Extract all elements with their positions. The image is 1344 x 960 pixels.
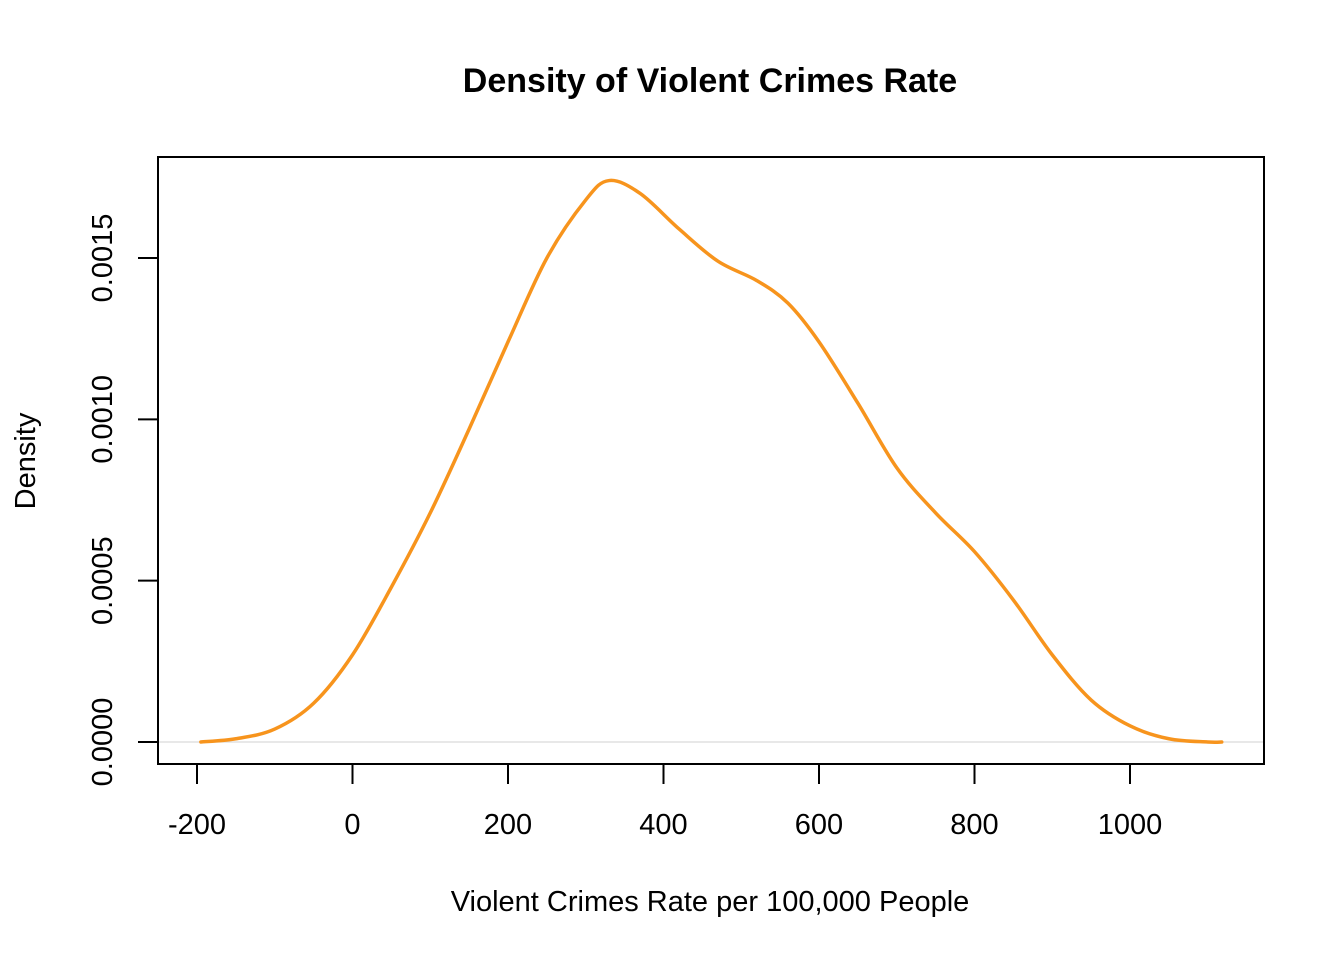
x-axis: -200 0 200 400 600 800 1000 — [168, 763, 1163, 841]
x-tick-label: 0 — [344, 809, 360, 841]
x-tick-label: 600 — [795, 809, 843, 841]
y-tick-label: 0.0015 — [87, 214, 119, 303]
x-axis-label: Violent Crimes Rate per 100,000 People — [451, 886, 970, 918]
x-tick-label: 400 — [639, 809, 687, 841]
density-curve-line — [199, 178, 1224, 744]
chart-title: Density of Violent Crimes Rate — [463, 62, 957, 100]
y-tick-label: 0.0005 — [87, 536, 119, 625]
x-tick-label: 800 — [950, 809, 998, 841]
x-tick-label: 1000 — [1098, 809, 1163, 841]
plot-area-frame — [157, 156, 1265, 765]
y-tick-label: 0.0000 — [87, 698, 119, 787]
y-tick-label: 0.0010 — [87, 375, 119, 464]
x-tick-label: -200 — [168, 809, 226, 841]
plot-layer — [159, 178, 1263, 744]
y-axis: 0.0000 0.0005 0.0010 0.0015 — [87, 214, 159, 787]
y-axis-label: Density — [10, 412, 42, 509]
x-tick-label: 200 — [484, 809, 532, 841]
